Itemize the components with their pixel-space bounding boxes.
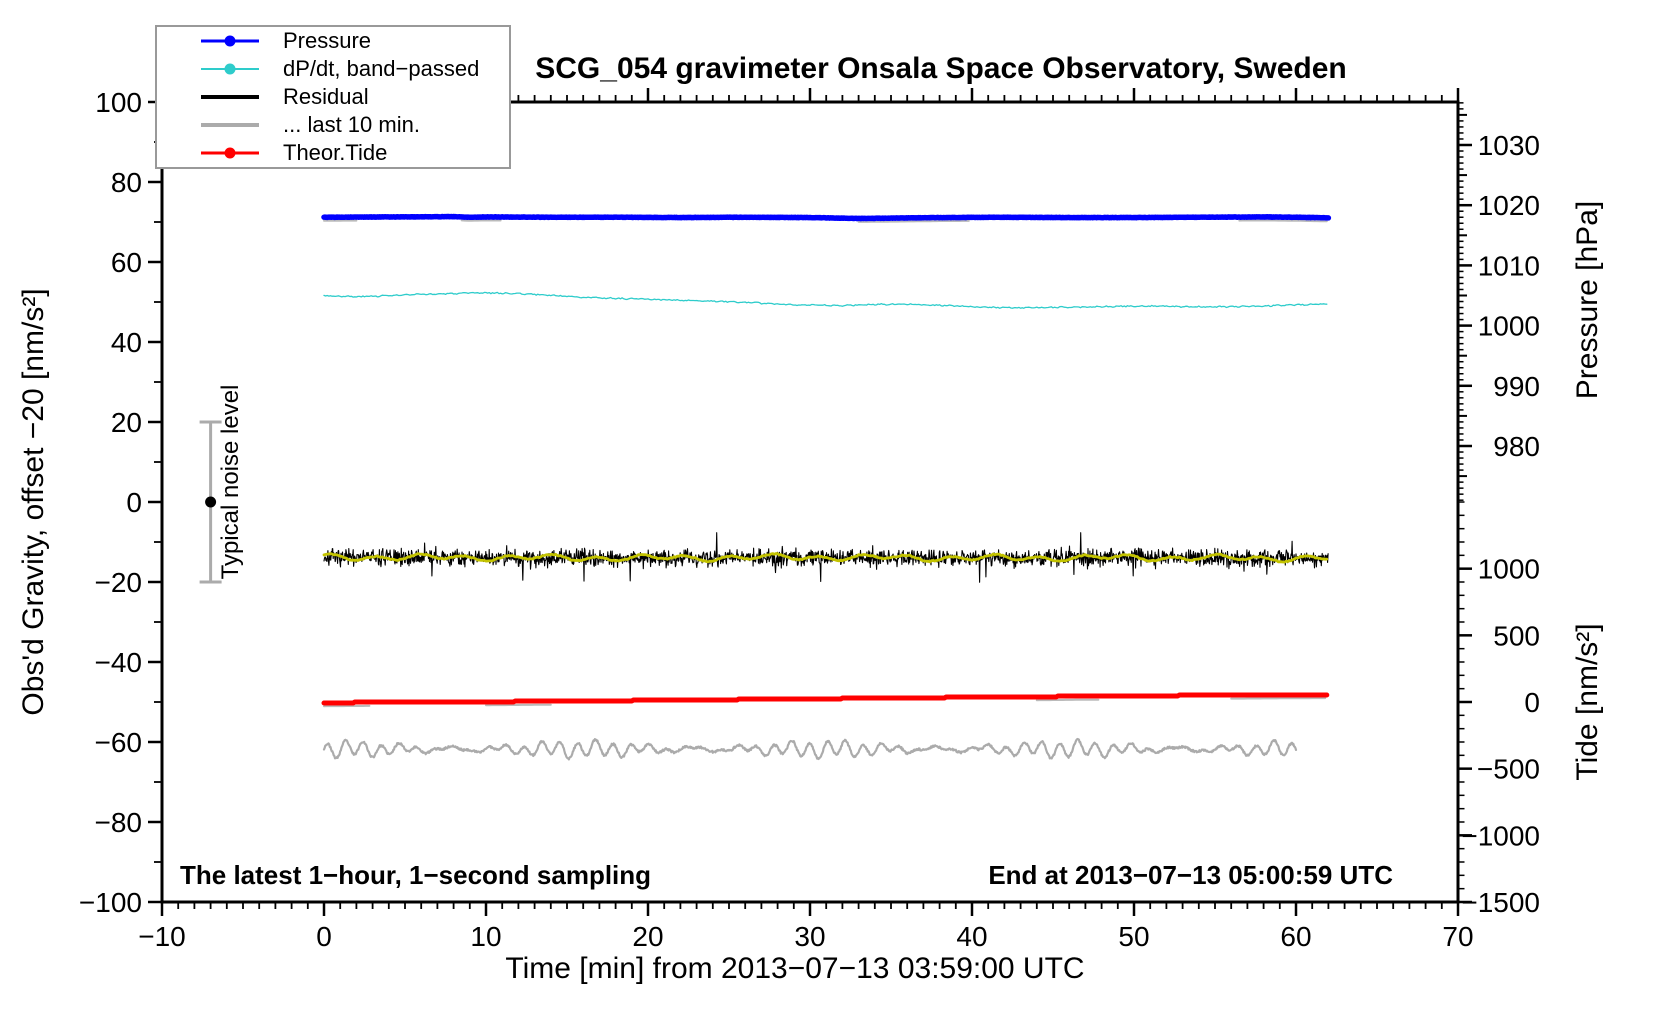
gravity-tick-label: 40: [111, 327, 142, 358]
tide-axis-label: Tide [nm/s²]: [1571, 623, 1604, 781]
legend-sample-theor-tide-icon: [201, 139, 259, 167]
pressure-tick-label: 1010: [1478, 250, 1540, 281]
tide-tick-label: −1000: [1461, 820, 1540, 851]
series-dpdt: [323, 291, 1328, 309]
legend-sample-last-10-min-icon: [201, 111, 259, 139]
gravity-tick-label: −80: [95, 807, 143, 838]
chart-title: SCG_054 gravimeter Onsala Space Observat…: [535, 52, 1347, 85]
series-residual-smoothed: [322, 552, 1329, 564]
tide-tick-label: 0: [1524, 687, 1540, 718]
legend-label-last-10-min: ... last 10 min.: [283, 112, 420, 137]
gravity-axis-label: Obs'd Gravity, offset −20 [nm/s²]: [17, 288, 50, 716]
gravity-tick-label: −40: [95, 647, 143, 678]
shadow-trace: [485, 703, 552, 707]
series-pressure: [321, 213, 1332, 222]
legend-label-dpdt-band-passed: dP/dt, band−passed: [283, 56, 480, 81]
legend-label-theor-tide: Theor.Tide: [283, 140, 388, 165]
sampling-annotation: The latest 1−hour, 1−second sampling: [180, 860, 652, 890]
pressure-tick-label: 1020: [1478, 190, 1540, 221]
legend-item-residual: Residual: [157, 83, 509, 111]
shadow-trace: [1035, 698, 1100, 702]
legend-label-residual: Residual: [283, 84, 369, 109]
noise-level-label: Typical noise level: [217, 384, 244, 580]
series-last10min: [322, 737, 1298, 761]
series-theor-tide: [321, 692, 1330, 706]
x-tick-label: 20: [632, 921, 663, 952]
legend-line-residual-icon: [201, 95, 259, 99]
x-tick-label: 40: [956, 921, 987, 952]
gravity-tick-label: 0: [126, 487, 142, 518]
legend-marker-dpdt-band-passed-icon: [224, 63, 236, 75]
pressure-tick-label: 1030: [1478, 130, 1540, 161]
legend-item-dpdt-band-passed: dP/dt, band−passed: [157, 55, 509, 83]
gravity-tick-label: −60: [95, 727, 143, 758]
tide-tick-label: −1500: [1461, 887, 1540, 918]
pressure-tick-label: 1000: [1478, 311, 1540, 342]
x-axis-label: Time [min] from 2013−07−13 03:59:00 UTC: [505, 952, 1085, 985]
x-tick-label: 30: [794, 921, 825, 952]
x-tick-label: 60: [1280, 921, 1311, 952]
legend-line-last-10-min-icon: [201, 123, 259, 127]
shadow-trace: [1238, 219, 1328, 223]
pressure-tick-label: 990: [1493, 371, 1540, 402]
pressure-axis-label: Pressure [hPa]: [1571, 200, 1604, 400]
shadow-trace: [857, 219, 970, 223]
gravity-tick-label: −20: [95, 567, 143, 598]
gravity-tick-label: 20: [111, 407, 142, 438]
x-tick-label: 70: [1442, 921, 1473, 952]
plot-frame: [160, 100, 1460, 904]
legend-item-theor-tide: Theor.Tide: [157, 139, 509, 167]
noise-bar-dot: [205, 496, 217, 508]
x-tick-label: −10: [138, 921, 186, 952]
legend-marker-pressure-icon: [224, 35, 236, 47]
gravity-tick-label: 60: [111, 247, 142, 278]
gravity-tick-label: −100: [79, 887, 142, 918]
gravity-tick-label: 100: [95, 87, 142, 118]
legend: Pressure dP/dt, band−passed Residual ... la…: [155, 25, 511, 169]
legend-marker-theor-tide-icon: [224, 147, 236, 159]
gravity-tick-label: 80: [111, 167, 142, 198]
legend-item-pressure: Pressure: [157, 27, 509, 55]
end-time-annotation: End at 2013−07−13 05:00:59 UTC: [988, 860, 1393, 890]
shadow-trace: [1230, 697, 1327, 700]
legend-sample-dpdt-band-passed-icon: [201, 55, 259, 83]
legend-label-pressure: Pressure: [283, 28, 372, 53]
x-tick-label: 50: [1118, 921, 1149, 952]
tide-tick-label: 1000: [1478, 554, 1540, 585]
legend-item-last-10-min: ... last 10 min.: [157, 111, 509, 139]
legend-sample-residual-icon: [201, 83, 259, 111]
x-tick-label: 0: [316, 921, 332, 952]
legend-sample-pressure-icon: [201, 27, 259, 55]
pressure-tick-label: 980: [1493, 431, 1540, 462]
tide-tick-label: 500: [1493, 620, 1540, 651]
x-tick-label: 10: [470, 921, 501, 952]
tide-tick-label: −500: [1477, 754, 1540, 785]
